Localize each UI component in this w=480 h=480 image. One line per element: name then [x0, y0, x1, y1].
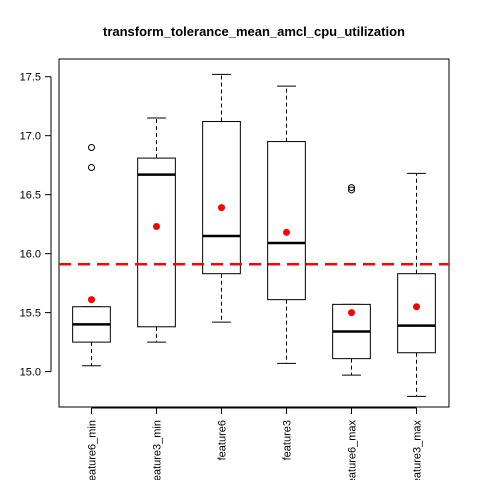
mean-marker	[218, 204, 225, 212]
x-tick-label: feature6_min	[87, 420, 99, 480]
x-tick-label: feature3	[282, 420, 294, 460]
mean-marker	[348, 309, 355, 317]
y-tick-label: 15.0	[20, 367, 41, 379]
x-tick-label: feature6_max	[347, 420, 359, 480]
box-feature6_max	[332, 184, 371, 376]
x-tick-label: feature6	[217, 420, 229, 460]
box-feature3	[267, 85, 306, 364]
y-tick-label: 17.0	[20, 131, 41, 143]
y-tick-label: 15.5	[20, 308, 41, 320]
outlier-point	[88, 143, 95, 151]
boxes-layer	[72, 73, 436, 397]
box-iqr	[202, 121, 241, 275]
y-tick-label: 16.0	[20, 249, 41, 261]
mean-marker	[283, 228, 290, 236]
box-feature6_min	[72, 143, 111, 367]
box-feature6	[202, 73, 241, 323]
box-iqr	[397, 273, 436, 354]
y-tick-label: 16.5	[20, 190, 41, 202]
x-tick-label: feature3_min	[152, 420, 164, 480]
mean-marker	[88, 296, 95, 304]
x-tick-label: feature3_max	[412, 420, 424, 480]
outlier-point	[88, 164, 95, 172]
outlier-point	[348, 186, 355, 194]
chart-title: transform_tolerance_mean_amcl_cpu_utiliz…	[103, 24, 405, 39]
box-iqr	[267, 141, 306, 301]
y-axis: 15.0 15.5 16.0 16.5 17.0 17.5	[20, 72, 52, 379]
y-tick-label: 17.5	[20, 72, 41, 84]
plot-frame	[58, 58, 450, 408]
box-feature3_min	[137, 117, 176, 343]
mean-marker	[153, 223, 160, 231]
x-axis: feature6_min feature3_min feature6 feature3…	[87, 407, 424, 480]
box-iqr	[137, 157, 176, 328]
mean-markers-layer	[88, 204, 420, 317]
box-feature3_max	[397, 172, 436, 397]
outlier-point	[348, 184, 355, 192]
mean-marker	[413, 303, 420, 311]
